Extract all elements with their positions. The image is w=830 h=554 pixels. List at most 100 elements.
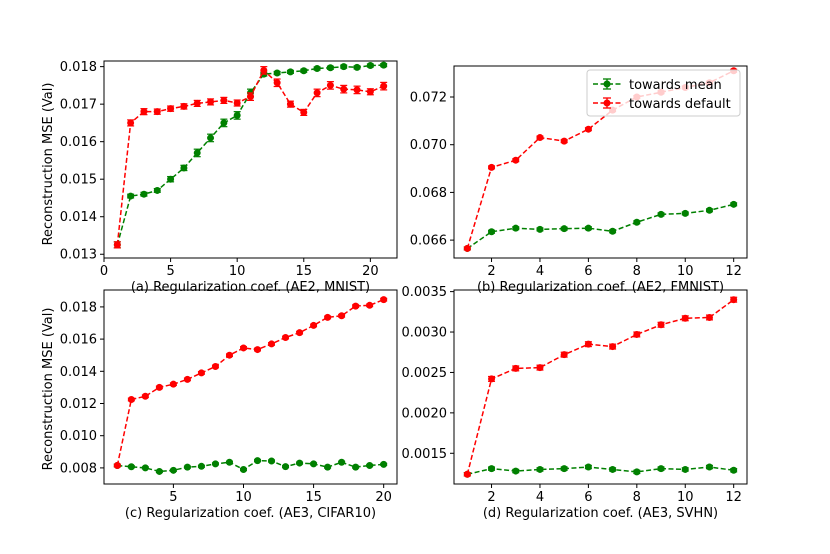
data-point (233, 99, 241, 107)
data-point (536, 364, 544, 372)
y-tick-label: 0.017 (60, 98, 97, 113)
data-point (705, 463, 713, 471)
data-point (167, 175, 175, 183)
data-point (730, 466, 738, 474)
x-tick-label: 5 (169, 490, 177, 505)
panel-mnist: 0 5 10 15 20 0.013 0.014 0.015 0.016 0.017 0.018 (a… (60, 60, 398, 295)
data-point (127, 192, 135, 200)
legend-label-default: towards default (629, 97, 731, 112)
data-point (273, 79, 281, 87)
data-point (113, 241, 121, 249)
series-towards-mean-svhn (463, 463, 738, 478)
data-point (512, 224, 520, 232)
x-tick-label: 10 (229, 264, 246, 279)
data-point (183, 463, 191, 471)
ylabel-top: Reconstruction MSE (Val) (41, 83, 56, 246)
data-point (140, 108, 148, 116)
data-point (300, 67, 308, 75)
data-point (211, 362, 219, 370)
data-point (380, 460, 388, 468)
data-point (488, 465, 496, 473)
legend-entry-mean: towards mean (593, 78, 722, 93)
series-line (467, 466, 734, 476)
y-tick-label: 0.070 (410, 138, 447, 153)
data-point (310, 460, 318, 468)
data-point (239, 344, 247, 352)
y-tick-label: 0.0020 (402, 406, 448, 421)
data-point (141, 392, 149, 400)
axes-frame (453, 289, 748, 485)
x-tick-label: 10 (677, 490, 694, 505)
y-tick-label: 0.0025 (402, 366, 448, 381)
x-tick-label: 5 (166, 264, 174, 279)
x-tick-label: 20 (362, 264, 379, 279)
y-tick-label: 0.016 (60, 135, 97, 150)
data-point (268, 457, 276, 465)
data-point (155, 383, 163, 391)
data-point (681, 314, 689, 322)
data-point (366, 88, 374, 96)
axes-frame (453, 65, 748, 259)
data-point (127, 395, 135, 403)
data-point (169, 380, 177, 388)
y-tick-label: 0.016 (60, 333, 97, 348)
x-tick-label: 6 (584, 264, 592, 279)
data-point (730, 296, 738, 304)
x-tick-label: 2 (487, 264, 495, 279)
x-tick-label: 2 (487, 490, 495, 505)
data-point (560, 137, 568, 145)
axes-frame (103, 289, 398, 485)
data-point (338, 458, 346, 466)
data-point (153, 108, 161, 116)
data-point (155, 467, 163, 475)
x-tick-label: 10 (235, 490, 252, 505)
data-point (225, 351, 233, 359)
data-point (324, 463, 332, 471)
x-tick-label: 4 (536, 490, 544, 505)
data-point (463, 470, 471, 478)
y-tick-label: 0.012 (60, 397, 97, 412)
data-point (140, 190, 148, 198)
data-point (141, 464, 149, 472)
data-point (730, 200, 738, 208)
y-tick-label: 0.015 (60, 173, 97, 188)
series-towards-default-cifar10 (113, 296, 388, 469)
data-point (584, 125, 592, 133)
series-towards-mean-fmnist (463, 200, 738, 252)
data-point (657, 210, 665, 218)
data-point (584, 463, 592, 471)
x-tick-label: 10 (677, 264, 694, 279)
x-tick-label: 15 (295, 264, 312, 279)
data-point (313, 65, 321, 73)
x-axis-label: (d) Regularization coef. (AE3, SVHN) (483, 506, 718, 521)
x-tick-label: 6 (584, 490, 592, 505)
data-point (512, 364, 520, 372)
data-point (296, 459, 304, 467)
data-point (233, 111, 241, 119)
data-point (353, 86, 361, 94)
series-line (466, 203, 734, 250)
series-line (466, 70, 735, 249)
data-point (260, 66, 268, 74)
data-point (310, 321, 318, 329)
x-tick-label: 4 (536, 264, 544, 279)
data-point (286, 68, 294, 76)
y-tick-label: 0.014 (60, 210, 97, 225)
data-point (324, 313, 332, 321)
y-tick-label: 0.008 (60, 461, 97, 476)
data-point (197, 369, 205, 377)
x-tick-label: 12 (725, 264, 742, 279)
panel-fmnist: 2 4 6 8 10 12 0.066 0.068 0.070 0.072 (b) Regulari… (410, 65, 748, 295)
y-tick-label: 0.014 (60, 365, 97, 380)
data-point (536, 465, 544, 473)
data-point (282, 333, 290, 341)
data-point (512, 467, 520, 475)
series-line (466, 299, 735, 475)
axes-frame (103, 60, 398, 259)
data-point (127, 463, 135, 471)
data-point (488, 163, 496, 171)
data-point (536, 134, 544, 142)
data-point (197, 462, 205, 470)
data-point (220, 119, 228, 127)
data-point (127, 119, 135, 127)
